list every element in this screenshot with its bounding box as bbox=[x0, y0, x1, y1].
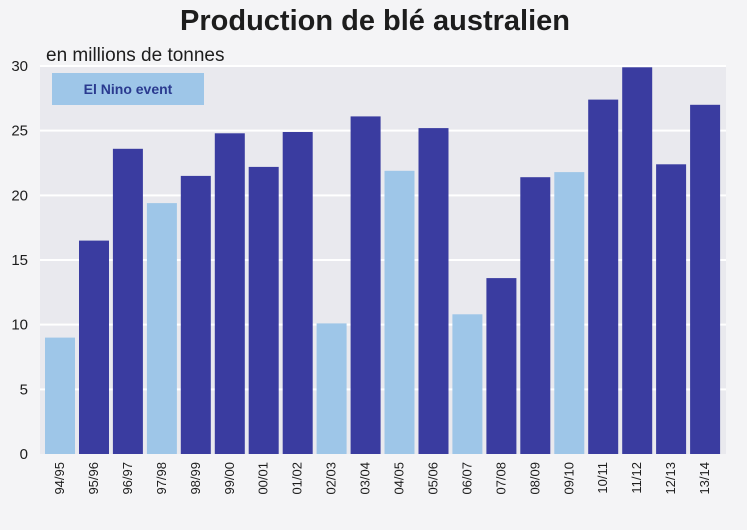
x-tick-label: 97/98 bbox=[154, 462, 169, 495]
x-tick-label: 00/01 bbox=[256, 462, 271, 495]
bar-96-97 bbox=[112, 148, 143, 455]
y-tick-label: 15 bbox=[11, 252, 28, 269]
x-tick-label: 09/10 bbox=[561, 462, 576, 495]
x-tick-label: 07/08 bbox=[493, 462, 508, 495]
y-tick-label: 5 bbox=[20, 381, 28, 398]
x-tick-label: 11/12 bbox=[629, 462, 644, 494]
bar-02-03 bbox=[316, 323, 347, 454]
y-tick-label: 10 bbox=[11, 317, 28, 334]
x-tick-label: 99/00 bbox=[222, 462, 237, 495]
chart-subtitle: en millions de tonnes bbox=[46, 45, 225, 66]
bar-97-98 bbox=[146, 203, 177, 454]
bar-06-07 bbox=[452, 314, 483, 454]
legend-label: El Nino event bbox=[84, 81, 173, 97]
bar-94-95 bbox=[45, 337, 75, 454]
x-tick-label: 08/09 bbox=[527, 462, 542, 495]
bar-00-01 bbox=[248, 166, 279, 454]
x-tick-label: 01/02 bbox=[290, 462, 305, 495]
bar-13-14 bbox=[690, 104, 721, 455]
x-tick-label: 98/99 bbox=[188, 462, 203, 495]
x-tick-label: 04/05 bbox=[392, 462, 407, 495]
x-tick-label: 13/14 bbox=[697, 462, 712, 495]
x-tick-label: 12/13 bbox=[663, 462, 678, 495]
bar-08-09 bbox=[520, 177, 551, 454]
bar-99-00 bbox=[214, 133, 245, 455]
y-tick-label: 0 bbox=[20, 446, 28, 463]
bars bbox=[45, 67, 721, 455]
x-tick-label: 03/04 bbox=[358, 462, 373, 495]
y-tick-label: 25 bbox=[11, 123, 28, 140]
x-tick-label: 06/07 bbox=[459, 462, 474, 495]
y-axis-ticks: 0 5 10 15 20 25 30 bbox=[11, 58, 28, 463]
bar-10-11 bbox=[588, 99, 619, 454]
bar-01-02 bbox=[282, 132, 313, 454]
bar-09-10 bbox=[554, 172, 585, 454]
bar-03-04 bbox=[350, 116, 381, 455]
chart-title: Production de blé australien bbox=[180, 5, 570, 37]
bar-05-06 bbox=[418, 128, 449, 454]
legend-swatch bbox=[52, 73, 204, 105]
legend: El Nino event bbox=[52, 73, 204, 105]
x-axis-ticks: 94/95 95/96 96/97 97/98 98/99 99/00 00/01 01/02… bbox=[52, 462, 712, 495]
x-tick-label: 02/03 bbox=[324, 462, 339, 495]
x-tick-label: 05/06 bbox=[425, 462, 440, 495]
x-tick-label: 94/95 bbox=[52, 462, 67, 495]
bar-12-13 bbox=[656, 164, 687, 455]
x-tick-label: 10/11 bbox=[595, 462, 610, 494]
bar-11-12 bbox=[622, 67, 653, 455]
x-tick-label: 95/96 bbox=[86, 462, 101, 495]
y-tick-label: 20 bbox=[11, 187, 28, 204]
bar-07-08 bbox=[486, 278, 517, 454]
y-tick-label: 30 bbox=[11, 58, 28, 75]
bar-98-99 bbox=[180, 175, 211, 454]
bar-95-96 bbox=[79, 240, 109, 454]
bar-04-05 bbox=[384, 170, 415, 455]
x-tick-label: 96/97 bbox=[120, 462, 135, 495]
